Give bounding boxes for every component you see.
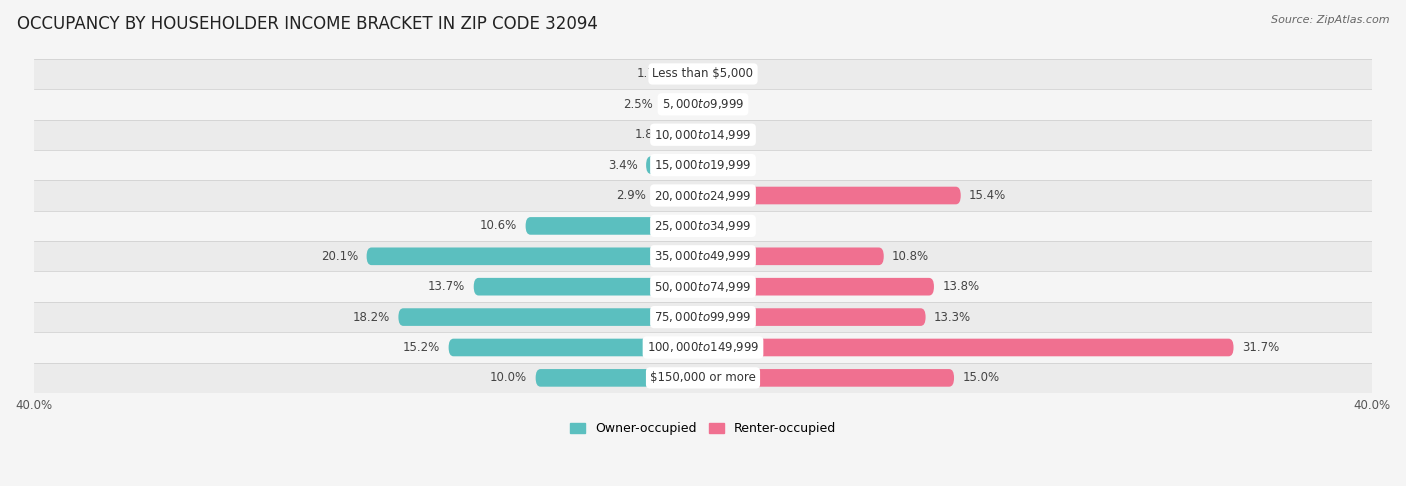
Text: 3.4%: 3.4%: [607, 158, 638, 172]
Text: 0.0%: 0.0%: [711, 98, 741, 111]
FancyBboxPatch shape: [703, 187, 960, 204]
Text: 10.0%: 10.0%: [491, 371, 527, 384]
FancyBboxPatch shape: [526, 217, 703, 235]
Bar: [34, 363, 1372, 393]
Bar: [34, 150, 1372, 180]
Text: 20.1%: 20.1%: [321, 250, 359, 263]
Text: $5,000 to $9,999: $5,000 to $9,999: [662, 97, 744, 111]
Text: $15,000 to $19,999: $15,000 to $19,999: [654, 158, 752, 172]
FancyBboxPatch shape: [703, 339, 1233, 356]
Legend: Owner-occupied, Renter-occupied: Owner-occupied, Renter-occupied: [565, 417, 841, 440]
Text: 31.7%: 31.7%: [1241, 341, 1279, 354]
FancyBboxPatch shape: [647, 156, 703, 174]
Bar: [34, 211, 1372, 241]
Text: 13.8%: 13.8%: [942, 280, 980, 293]
FancyBboxPatch shape: [703, 369, 955, 387]
Text: OCCUPANCY BY HOUSEHOLDER INCOME BRACKET IN ZIP CODE 32094: OCCUPANCY BY HOUSEHOLDER INCOME BRACKET …: [17, 15, 598, 33]
Bar: [34, 272, 1372, 302]
Text: 10.6%: 10.6%: [479, 219, 517, 232]
Text: Less than $5,000: Less than $5,000: [652, 68, 754, 81]
Text: 18.2%: 18.2%: [353, 311, 389, 324]
FancyBboxPatch shape: [673, 126, 703, 143]
Text: Source: ZipAtlas.com: Source: ZipAtlas.com: [1271, 15, 1389, 25]
Text: 13.7%: 13.7%: [427, 280, 465, 293]
Text: $150,000 or more: $150,000 or more: [650, 371, 756, 384]
Text: $25,000 to $34,999: $25,000 to $34,999: [654, 219, 752, 233]
Text: $75,000 to $99,999: $75,000 to $99,999: [654, 310, 752, 324]
FancyBboxPatch shape: [474, 278, 703, 295]
Bar: [34, 120, 1372, 150]
FancyBboxPatch shape: [654, 187, 703, 204]
Text: 2.5%: 2.5%: [623, 98, 652, 111]
Text: 0.0%: 0.0%: [711, 128, 741, 141]
FancyBboxPatch shape: [675, 65, 703, 83]
Bar: [34, 89, 1372, 120]
FancyBboxPatch shape: [661, 96, 703, 113]
FancyBboxPatch shape: [398, 308, 703, 326]
Text: 0.0%: 0.0%: [711, 219, 741, 232]
FancyBboxPatch shape: [367, 247, 703, 265]
Bar: [34, 180, 1372, 211]
Text: $20,000 to $24,999: $20,000 to $24,999: [654, 189, 752, 203]
Text: $35,000 to $49,999: $35,000 to $49,999: [654, 249, 752, 263]
Bar: [34, 59, 1372, 89]
Text: 15.0%: 15.0%: [963, 371, 1000, 384]
Text: 2.9%: 2.9%: [616, 189, 647, 202]
Text: 15.2%: 15.2%: [404, 341, 440, 354]
FancyBboxPatch shape: [536, 369, 703, 387]
Bar: [34, 241, 1372, 272]
Text: 15.4%: 15.4%: [969, 189, 1007, 202]
Text: 0.0%: 0.0%: [711, 158, 741, 172]
FancyBboxPatch shape: [703, 247, 884, 265]
Text: 10.8%: 10.8%: [893, 250, 929, 263]
FancyBboxPatch shape: [703, 278, 934, 295]
Text: 13.3%: 13.3%: [934, 311, 972, 324]
Text: 1.8%: 1.8%: [634, 128, 665, 141]
Text: 1.7%: 1.7%: [637, 68, 666, 81]
Bar: [34, 332, 1372, 363]
Bar: [34, 302, 1372, 332]
Text: 0.0%: 0.0%: [711, 68, 741, 81]
Text: $100,000 to $149,999: $100,000 to $149,999: [647, 341, 759, 354]
Text: $50,000 to $74,999: $50,000 to $74,999: [654, 280, 752, 294]
FancyBboxPatch shape: [449, 339, 703, 356]
FancyBboxPatch shape: [703, 308, 925, 326]
Text: $10,000 to $14,999: $10,000 to $14,999: [654, 128, 752, 142]
